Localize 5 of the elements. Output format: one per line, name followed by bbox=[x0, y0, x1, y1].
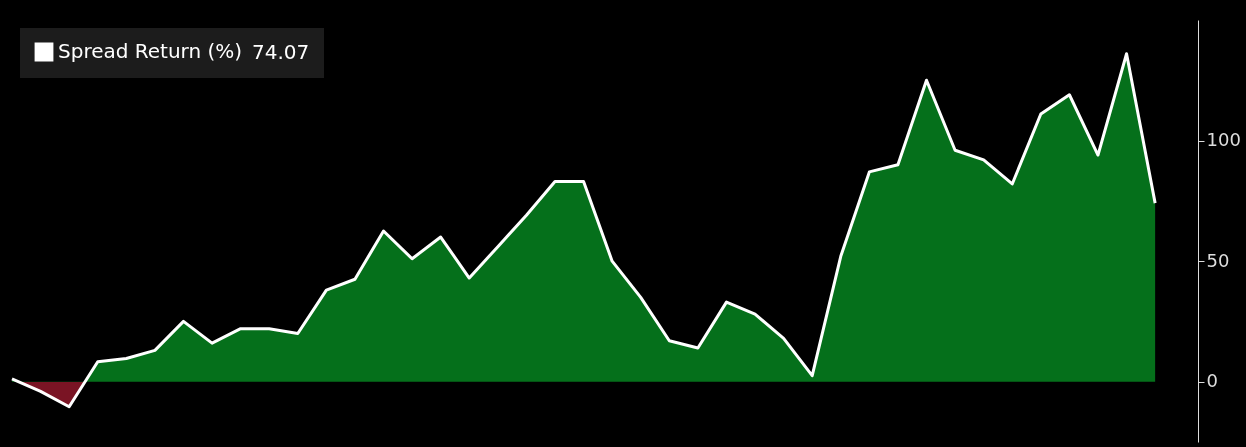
y-tick-label: 100 bbox=[1206, 129, 1241, 151]
y-tick-label: 50 bbox=[1206, 249, 1230, 271]
legend-label: Spread Return (%) bbox=[58, 39, 243, 63]
annotation: 74.07 bbox=[252, 40, 310, 64]
y-tick-label: 0 bbox=[1206, 370, 1218, 392]
